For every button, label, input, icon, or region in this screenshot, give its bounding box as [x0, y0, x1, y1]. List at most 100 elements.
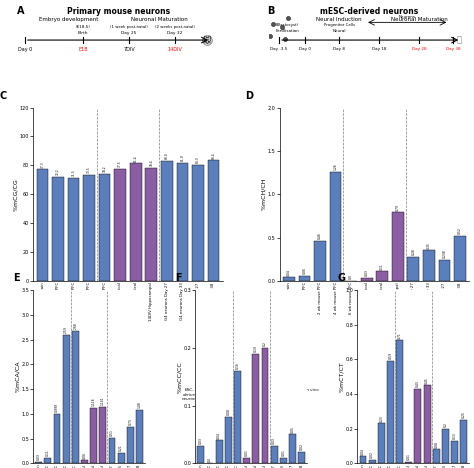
Text: 80.3: 80.3 — [196, 156, 200, 163]
Text: 0.11: 0.11 — [46, 449, 50, 456]
Text: (E18.5): (E18.5) — [75, 25, 91, 29]
Text: E18: E18 — [78, 47, 88, 52]
Text: 81.9: 81.9 — [181, 154, 184, 161]
Y-axis label: %mCC/CC: %mCC/CC — [177, 361, 182, 393]
Bar — [197, 446, 204, 463]
Bar — [283, 278, 295, 281]
Text: 0.01: 0.01 — [407, 453, 411, 460]
Text: 0.04: 0.04 — [217, 431, 221, 439]
Bar — [90, 408, 97, 463]
Text: 0.59: 0.59 — [388, 352, 392, 359]
Y-axis label: %mCT/CT: %mCT/CT — [339, 361, 344, 392]
Bar — [216, 440, 223, 463]
Text: Day 32: Day 32 — [167, 31, 183, 35]
Text: Birth: Birth — [78, 31, 88, 35]
Text: ESC-
derived
neurons: ESC- derived neurons — [428, 388, 445, 402]
Text: 0.238: 0.238 — [442, 250, 447, 258]
Bar — [83, 175, 95, 281]
Bar — [359, 456, 366, 463]
Text: 0.19: 0.19 — [254, 345, 258, 352]
Bar — [271, 446, 278, 463]
Text: 0.71: 0.71 — [398, 332, 401, 339]
Text: 1.118: 1.118 — [91, 398, 96, 406]
Bar — [408, 256, 419, 281]
Text: 0.13: 0.13 — [453, 432, 456, 439]
Bar — [99, 174, 110, 281]
Text: 2.68: 2.68 — [73, 322, 77, 329]
Text: 1.26: 1.26 — [334, 163, 337, 170]
Text: Day 0: Day 0 — [18, 47, 32, 52]
Bar — [378, 424, 385, 463]
Bar — [442, 429, 449, 463]
Text: 0.08: 0.08 — [226, 409, 230, 416]
Bar — [100, 407, 106, 463]
Bar — [192, 165, 204, 281]
Text: Day -3.5: Day -3.5 — [271, 47, 288, 51]
Text: Neurons: Neurons — [399, 15, 416, 19]
Bar — [460, 420, 467, 463]
Text: 0.03: 0.03 — [272, 438, 276, 444]
Bar — [68, 178, 80, 281]
Bar — [314, 241, 326, 281]
Text: 0.999: 0.999 — [55, 403, 59, 412]
Bar — [176, 162, 188, 281]
Bar — [127, 427, 134, 463]
Text: E: E — [13, 273, 20, 283]
Bar — [369, 460, 375, 463]
Text: 7DIV: 7DIV — [123, 47, 135, 52]
Text: 72.2: 72.2 — [56, 168, 60, 175]
Bar — [118, 453, 125, 463]
Text: 81.4: 81.4 — [134, 155, 138, 161]
Text: 0.04: 0.04 — [361, 448, 365, 455]
Text: 0.01: 0.01 — [281, 449, 285, 456]
Text: 🐭: 🐭 — [203, 36, 211, 44]
Text: 0.51: 0.51 — [110, 430, 114, 436]
Text: Neuronal Maturation: Neuronal Maturation — [131, 17, 187, 22]
Text: Day 38: Day 38 — [446, 47, 461, 51]
Text: 0.0: 0.0 — [349, 274, 353, 279]
Bar — [252, 354, 259, 463]
Text: 0.2: 0.2 — [444, 422, 447, 427]
Text: A: A — [17, 6, 25, 15]
Bar — [299, 276, 310, 281]
Bar — [243, 458, 250, 463]
Bar — [208, 161, 219, 281]
Y-axis label: %mCA/CA: %mCA/CA — [15, 361, 20, 393]
Bar — [280, 458, 287, 463]
Text: 2.59: 2.59 — [64, 327, 68, 333]
Text: Neural: Neural — [332, 29, 346, 33]
Text: Day 25: Day 25 — [121, 31, 137, 35]
Text: 0.45: 0.45 — [425, 377, 429, 384]
Bar — [114, 169, 126, 281]
Text: 0.05: 0.05 — [291, 426, 294, 433]
Text: 0.46: 0.46 — [318, 233, 322, 239]
Text: Neural Induction: Neural Induction — [316, 17, 362, 22]
Bar — [396, 340, 403, 463]
Y-axis label: %mCH/CH: %mCH/CH — [261, 178, 266, 211]
Bar — [376, 271, 388, 281]
Text: Embryo development: Embryo development — [39, 17, 99, 22]
Text: Day 0: Day 0 — [299, 47, 311, 51]
Bar — [146, 168, 157, 281]
Bar — [451, 441, 458, 463]
Text: Primary
neurons: Primary neurons — [366, 388, 383, 397]
Text: 74.2: 74.2 — [103, 165, 107, 172]
Text: In vivo: In vivo — [59, 388, 73, 392]
Text: 0.0: 0.0 — [208, 457, 212, 461]
Text: 0.35: 0.35 — [427, 242, 431, 249]
Text: 0.11: 0.11 — [380, 263, 384, 270]
Text: 0.21: 0.21 — [119, 445, 123, 451]
Text: Day 18: Day 18 — [372, 47, 386, 51]
Y-axis label: %mCG/CG: %mCG/CG — [13, 178, 18, 211]
Text: Primary
neurons: Primary neurons — [119, 388, 137, 397]
Bar — [424, 386, 430, 463]
Bar — [387, 361, 394, 463]
Bar — [36, 169, 48, 281]
Text: B: B — [267, 6, 274, 15]
Text: 0.06: 0.06 — [82, 452, 87, 459]
Bar — [63, 335, 70, 463]
Bar — [52, 176, 64, 281]
Text: 71.5: 71.5 — [72, 169, 75, 176]
Bar — [81, 461, 88, 463]
Text: ⭐: ⭐ — [457, 36, 462, 44]
